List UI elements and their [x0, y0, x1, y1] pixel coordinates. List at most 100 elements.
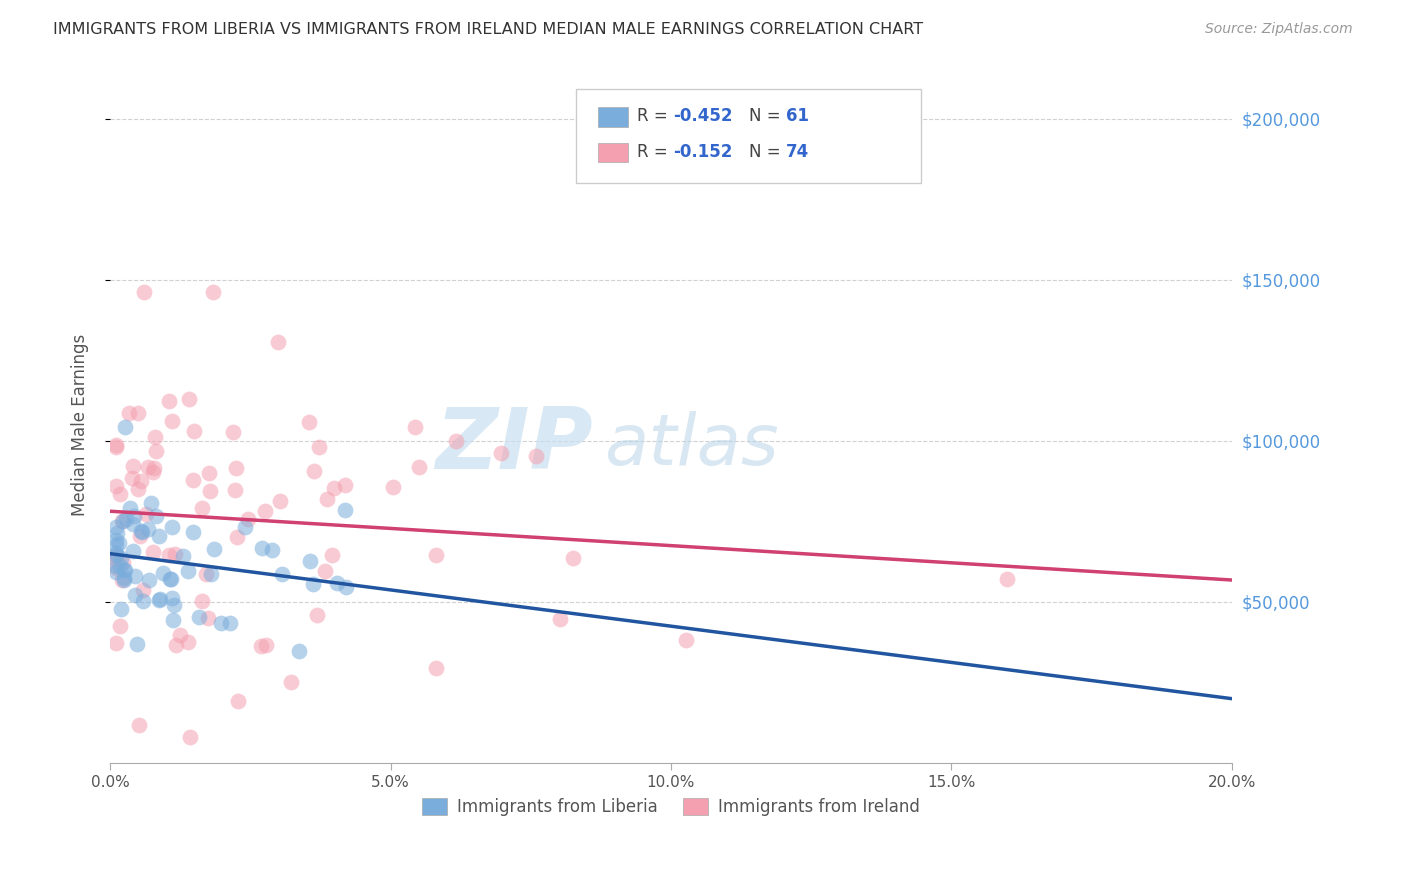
- Point: [104, 520, 127, 534]
- Point: [280, 674, 302, 689]
- Point: [197, 611, 219, 625]
- Point: [104, 558, 127, 573]
- Point: [104, 479, 127, 493]
- Point: [183, 424, 205, 438]
- Text: R =: R =: [637, 143, 678, 161]
- Point: [315, 565, 337, 579]
- Y-axis label: Median Male Earnings: Median Male Earnings: [72, 334, 89, 516]
- Point: [125, 637, 148, 651]
- Point: [176, 564, 198, 578]
- Point: [181, 525, 204, 540]
- Point: [160, 414, 183, 428]
- Point: [142, 465, 165, 479]
- Point: [267, 335, 290, 350]
- Point: [250, 639, 273, 653]
- Point: [201, 285, 224, 299]
- Point: [108, 559, 131, 574]
- Text: 74: 74: [786, 143, 810, 161]
- Point: [148, 593, 170, 607]
- Point: [301, 576, 323, 591]
- Point: [112, 563, 135, 577]
- Point: [152, 566, 174, 581]
- Point: [138, 573, 160, 587]
- Point: [111, 514, 134, 528]
- Point: [122, 516, 145, 531]
- Point: [157, 393, 180, 408]
- Point: [149, 592, 172, 607]
- Point: [561, 551, 583, 566]
- Point: [321, 548, 343, 562]
- Text: ZIP: ZIP: [434, 403, 592, 486]
- Point: [299, 554, 322, 568]
- Point: [104, 548, 127, 562]
- Point: [121, 458, 143, 473]
- Point: [111, 573, 134, 587]
- Point: [104, 551, 127, 566]
- Point: [288, 644, 311, 658]
- Point: [219, 616, 242, 631]
- Point: [404, 419, 426, 434]
- Text: N =: N =: [749, 107, 786, 125]
- Point: [157, 548, 180, 562]
- Point: [124, 588, 146, 602]
- Point: [195, 566, 218, 581]
- Point: [115, 512, 138, 526]
- Text: R =: R =: [637, 107, 673, 125]
- Point: [132, 583, 155, 598]
- Point: [269, 494, 291, 508]
- Point: [381, 480, 404, 494]
- Point: [120, 500, 142, 515]
- Point: [224, 483, 246, 498]
- Point: [104, 549, 127, 564]
- Point: [105, 526, 128, 541]
- Text: IMMIGRANTS FROM LIBERIA VS IMMIGRANTS FROM IRELAND MEDIAN MALE EARNINGS CORRELAT: IMMIGRANTS FROM LIBERIA VS IMMIGRANTS FR…: [53, 22, 924, 37]
- Point: [139, 496, 162, 510]
- Point: [260, 542, 283, 557]
- Point: [425, 548, 447, 562]
- Point: [162, 613, 184, 627]
- Point: [108, 619, 131, 633]
- Point: [111, 514, 134, 528]
- Point: [110, 550, 132, 565]
- Point: [425, 661, 447, 675]
- Point: [225, 460, 247, 475]
- Point: [128, 718, 150, 732]
- Legend: Immigrants from Liberia, Immigrants from Ireland: Immigrants from Liberia, Immigrants from…: [416, 791, 927, 822]
- Point: [444, 434, 467, 448]
- Point: [112, 573, 135, 587]
- Point: [172, 549, 194, 563]
- Point: [114, 420, 136, 434]
- Point: [270, 566, 292, 581]
- Point: [129, 474, 152, 488]
- Point: [225, 530, 247, 544]
- Point: [142, 545, 165, 559]
- Point: [108, 536, 131, 550]
- Point: [209, 615, 232, 630]
- Point: [136, 459, 159, 474]
- Point: [997, 573, 1019, 587]
- Point: [200, 567, 222, 582]
- Point: [489, 446, 512, 460]
- Point: [335, 580, 357, 594]
- Point: [191, 501, 214, 516]
- Point: [235, 519, 257, 533]
- Point: [250, 541, 273, 556]
- Point: [302, 464, 325, 478]
- Point: [112, 571, 135, 585]
- Point: [145, 444, 167, 458]
- Point: [198, 466, 221, 480]
- Point: [187, 610, 209, 624]
- Point: [129, 524, 152, 538]
- Point: [104, 565, 127, 579]
- Point: [165, 638, 187, 652]
- Point: [135, 507, 157, 521]
- Point: [122, 544, 145, 558]
- Point: [142, 460, 165, 475]
- Point: [176, 635, 198, 649]
- Text: atlas: atlas: [603, 410, 779, 480]
- Point: [179, 731, 201, 745]
- Point: [111, 555, 134, 569]
- Point: [110, 601, 132, 615]
- Point: [298, 415, 321, 429]
- Point: [335, 477, 357, 491]
